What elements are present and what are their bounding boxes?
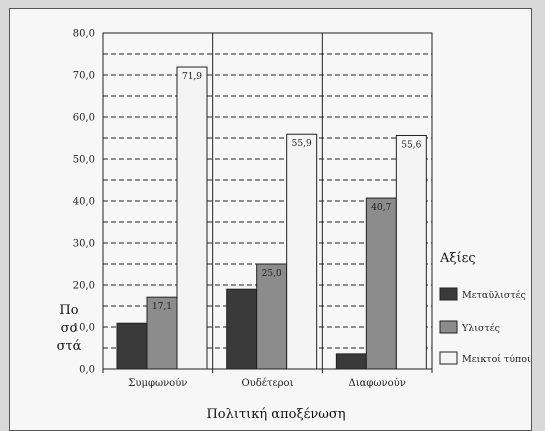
- y-axis-title-line2: σο: [61, 321, 78, 336]
- legend-swatch: [439, 287, 458, 301]
- y-tick-label: 20,0: [73, 281, 95, 292]
- bar: [226, 288, 258, 370]
- y-tick-label: 80,0: [73, 29, 95, 40]
- data-label: 71,9: [182, 72, 202, 82]
- bar: [256, 263, 288, 370]
- y-tick-label: 0,0: [79, 365, 95, 376]
- y-tick-label: 60,0: [73, 113, 95, 124]
- x-tick-label: Ουδέτεροι: [241, 378, 293, 389]
- legend: Μεταϋλιστές Υλιστές Μεικτοί τύποι: [439, 287, 531, 365]
- y-tick-label: 10,0: [73, 323, 95, 334]
- y-tick-label: 50,0: [73, 155, 95, 166]
- legend-item-label: Μεταϋλιστές: [462, 290, 526, 301]
- data-label: 40,7: [371, 203, 391, 213]
- bars: [116, 66, 427, 370]
- bar: [365, 197, 397, 370]
- bar: [335, 353, 367, 370]
- data-label: 25,0: [262, 269, 282, 279]
- bar-labels: 17,1 71,9 25,0 55,9 40,7 55,6: [152, 72, 422, 312]
- y-axis-title-line3: στά: [57, 339, 82, 354]
- legend-title: Αξίες: [439, 251, 476, 266]
- bar: [146, 296, 178, 370]
- bar: [176, 66, 208, 370]
- y-tick-labels: 0,0 10,0 20,0 30,0 40,0 50,0 60,0 70,0 80,0: [73, 29, 95, 376]
- bar: [395, 134, 427, 370]
- y-tick-label: 40,0: [73, 197, 95, 208]
- legend-item-label: Υλιστές: [461, 323, 500, 334]
- y-axis-title-line1: Πο: [59, 303, 78, 318]
- data-label: 17,1: [152, 302, 172, 312]
- legend-item-label: Μεικτοί τύποι: [462, 354, 531, 365]
- legend-swatch: [439, 351, 458, 365]
- x-tick-labels: Συμφωνούν Ουδέτεροι Διαφωνούν: [128, 378, 406, 389]
- y-tick-label: 30,0: [73, 239, 95, 250]
- legend-swatch: [439, 320, 458, 334]
- data-label: 55,9: [292, 139, 312, 149]
- y-tick-label: 70,0: [73, 71, 95, 82]
- bar: [116, 322, 148, 370]
- x-axis-title: Πολιτική αποξένωση: [206, 407, 345, 422]
- data-label: 55,6: [401, 140, 421, 150]
- x-tick-label: Συμφωνούν: [128, 378, 187, 389]
- bar: [286, 133, 318, 370]
- x-tick-label: Διαφωνούν: [349, 378, 406, 389]
